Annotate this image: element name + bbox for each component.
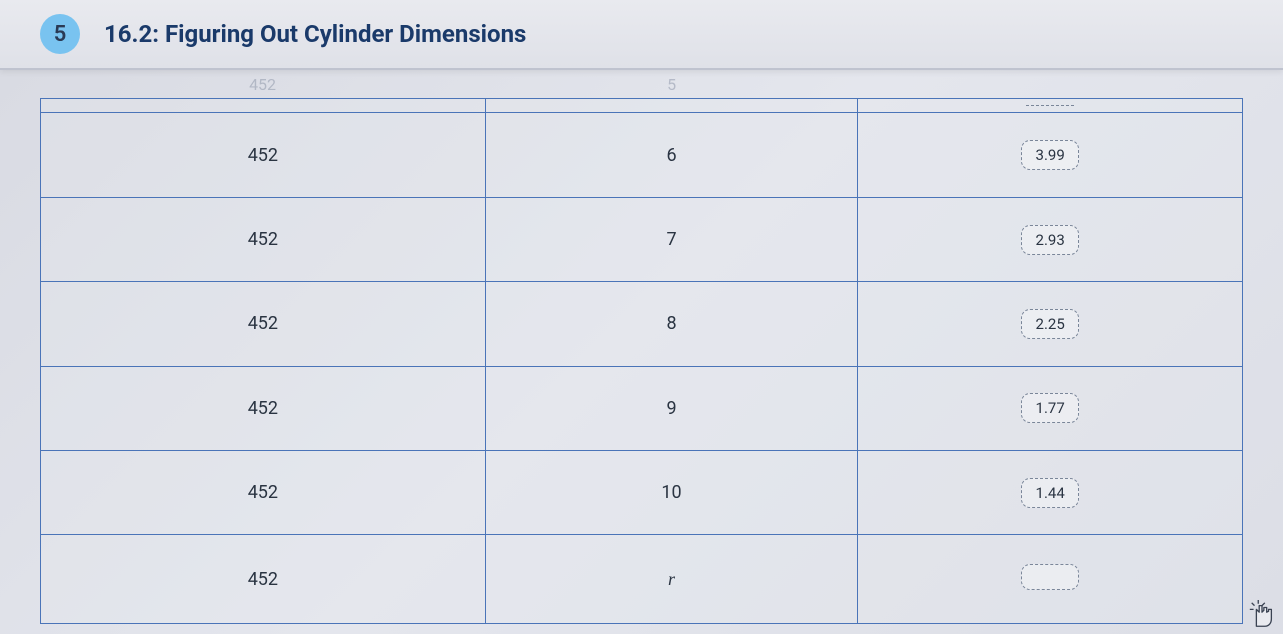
height-cell: 7: [485, 197, 858, 281]
volume-cell: 452: [41, 451, 486, 535]
table-row: 45210 1.44: [41, 451, 1243, 535]
table-row: 4526 3.99: [41, 113, 1243, 197]
volume-cell: 452: [41, 197, 486, 281]
table-row: 4528 2.25: [41, 282, 1243, 366]
answer-input-box[interactable]: [1021, 564, 1079, 590]
answer-input-box[interactable]: 1.77: [1021, 393, 1079, 423]
answer-input-box[interactable]: 2.93: [1021, 225, 1079, 255]
step-number-badge: 5: [40, 14, 80, 54]
cylinder-dimensions-table: 45263.9945272.9345282.2545291.77452101.4…: [40, 98, 1243, 624]
height-cell: 8: [485, 282, 858, 366]
height-cell: r: [485, 535, 858, 624]
volume-cell: 452: [41, 366, 486, 450]
height-cell: 9: [485, 366, 858, 450]
lesson-title: 16.2: Figuring Out Cylinder Dimensions: [104, 20, 526, 48]
height-cell: 6: [485, 113, 858, 197]
lesson-header: 5 16.2: Figuring Out Cylinder Dimensions: [0, 0, 1283, 70]
faded-cell-1: 452: [40, 70, 485, 100]
radius-cell: 1.77: [858, 366, 1243, 450]
answer-underline: [1026, 105, 1074, 106]
volume-cell: 452: [41, 535, 486, 624]
radius-cell: 1.44: [858, 451, 1243, 535]
radius-cell: 3.99: [858, 113, 1243, 197]
radius-cell: 2.25: [858, 282, 1243, 366]
table-row: 452r: [41, 535, 1243, 624]
height-cell: 10: [485, 451, 858, 535]
radius-cell: 2.93: [858, 197, 1243, 281]
table-cell: [41, 99, 486, 113]
faded-cell-3: [858, 70, 1243, 100]
answer-input-box[interactable]: 1.44: [1021, 478, 1079, 508]
table-row: 4527 2.93: [41, 197, 1243, 281]
cylinder-table-container: 45263.9945272.9345282.2545291.77452101.4…: [40, 98, 1243, 624]
table-cell: [858, 99, 1243, 113]
table-cell: [485, 99, 858, 113]
answer-input-box[interactable]: 3.99: [1021, 140, 1079, 170]
volume-cell: 452: [41, 113, 486, 197]
pointer-cursor-icon: [1247, 600, 1277, 630]
table-row: 4529 1.77: [41, 366, 1243, 450]
table-row-partial: [41, 99, 1243, 113]
volume-cell: 452: [41, 282, 486, 366]
faded-cell-2: 5: [485, 70, 858, 100]
faded-previous-row: 452 5: [40, 70, 1243, 100]
radius-cell: [858, 535, 1243, 624]
answer-input-box[interactable]: 2.25: [1021, 309, 1079, 339]
